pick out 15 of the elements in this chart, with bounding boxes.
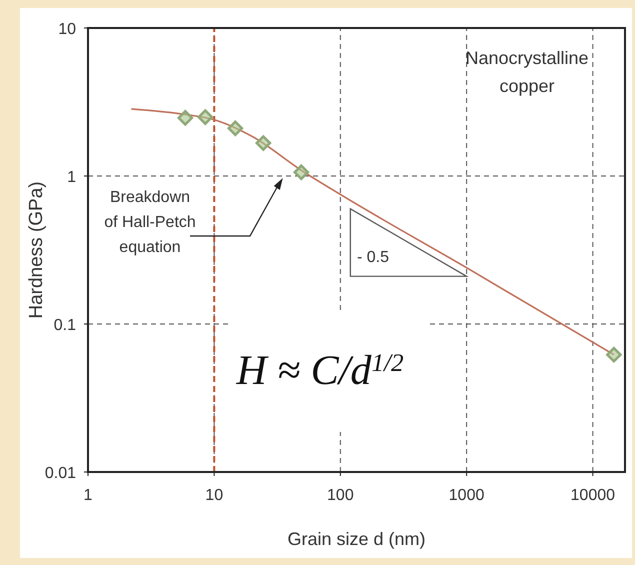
y-tick-label: 0.1 xyxy=(54,317,76,334)
annotation: - 0.5 xyxy=(357,249,390,266)
y-tick-label: 1 xyxy=(67,169,76,186)
y-axis-title: Hardness (GPa) xyxy=(26,181,47,319)
y-tick-label: 0.01 xyxy=(44,465,76,482)
x-tick-label: 1 xyxy=(84,487,93,504)
annotation: H ≈ C/d$^{1/2}$ xyxy=(235,348,404,394)
annotation: Nanocrystalline copper xyxy=(465,48,589,96)
x-axis-title: Grain size d (nm) xyxy=(287,529,426,549)
x-tick-label: 100 xyxy=(327,487,354,504)
x-tick-label: 10 xyxy=(205,487,224,504)
x-tick-label: 1000 xyxy=(448,487,484,504)
annotation: Breakdown of Hall-Petch equation xyxy=(104,189,196,256)
x-tick-label: 10000 xyxy=(570,487,616,504)
y-tick-label: 10 xyxy=(58,21,76,38)
